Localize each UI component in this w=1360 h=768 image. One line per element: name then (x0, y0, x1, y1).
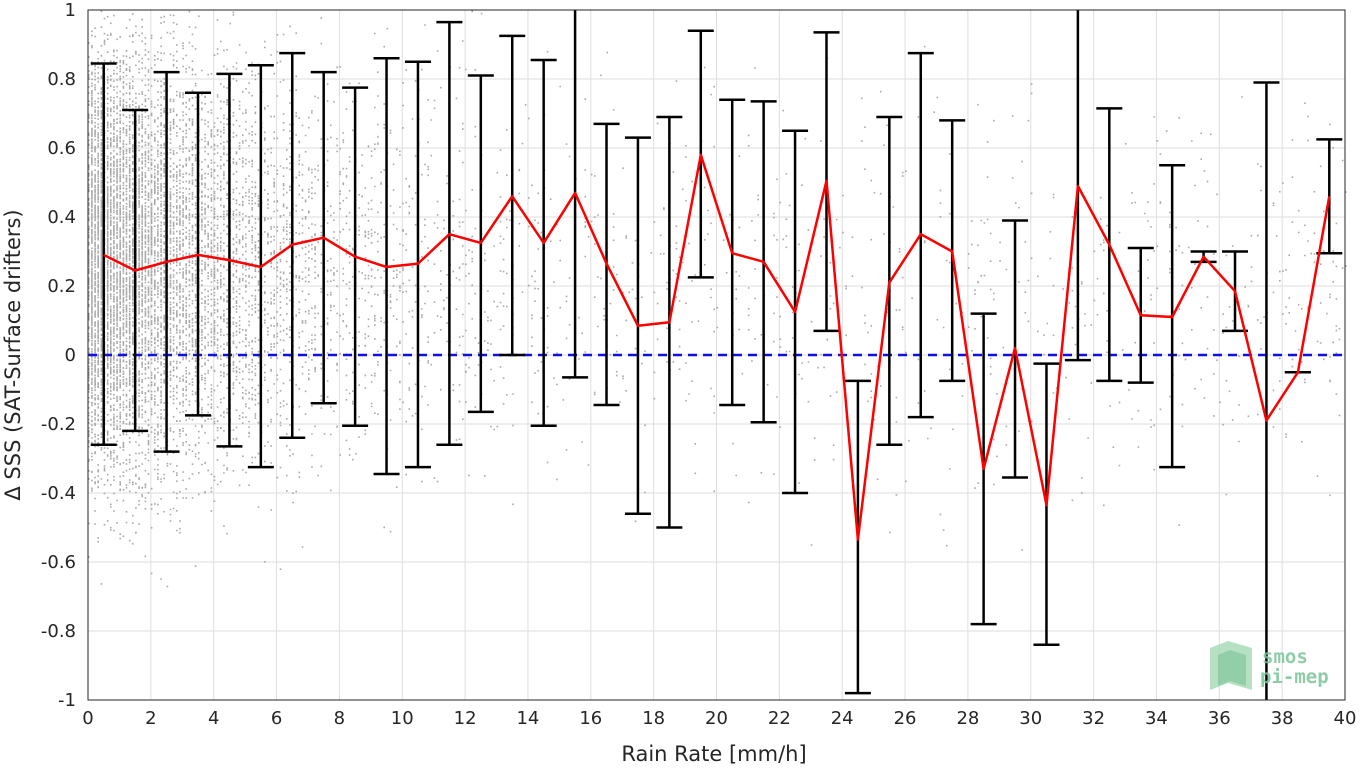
x-axis-label: Rain Rate [mm/h] (621, 742, 806, 766)
x-tick-label: 40 (1334, 708, 1357, 729)
plot-frame (87, 9, 1346, 701)
x-tick-label: 38 (1271, 708, 1294, 729)
y-tick-label: 0.6 (47, 138, 76, 159)
x-tick-label: 6 (271, 708, 282, 729)
x-tick-label: 34 (1145, 708, 1168, 729)
logo-line2: pi-mep (1260, 666, 1329, 688)
x-tick-label: 4 (208, 708, 219, 729)
x-tick-label: 32 (1082, 708, 1105, 729)
mean-line (103, 153, 1331, 541)
x-tick-label: 26 (894, 708, 917, 729)
x-tick-label: 16 (579, 708, 602, 729)
y-tick-labels: -1 -0.8 -0.6 -0.4 -0.2 0 0.2 0.4 0.6 0.8 1 (41, 0, 76, 711)
y-tick-label: 0.4 (47, 207, 76, 228)
y-tick-label: -0.8 (41, 621, 76, 642)
logo-inner-shape-icon (1218, 650, 1246, 686)
x-tick-label: 36 (1208, 708, 1231, 729)
error-bar (1253, 81, 1280, 700)
smos-pi-mep-logo: smos pi-mep (1210, 641, 1329, 690)
mean-line-path (103, 153, 1331, 541)
x-tick-label: 18 (642, 708, 665, 729)
y-tick-label: -1 (58, 690, 76, 711)
y-tick-label: 0.2 (47, 276, 76, 297)
x-tick-label: 28 (956, 708, 979, 729)
x-tick-label: 20 (705, 708, 728, 729)
y-tick-label: 0 (65, 345, 76, 366)
y-axis-label: Δ SSS (SAT-Surface drifters) (1, 209, 25, 500)
x-tick-label: 2 (145, 708, 156, 729)
y-tick-label: -0.6 (41, 552, 76, 573)
error-bar (90, 62, 117, 446)
x-tick-label: 0 (82, 708, 93, 729)
y-tick-label: -0.2 (41, 414, 76, 435)
x-tick-label: 24 (831, 708, 854, 729)
x-tick-label: 10 (391, 708, 414, 729)
y-tick-label: 0.8 (47, 69, 76, 90)
logo-line1: smos (1262, 646, 1308, 668)
y-tick-label: -0.4 (41, 483, 76, 504)
x-tick-labels: 0 2 4 6 8 10 12 14 16 18 20 22 24 26 28 30 32 34 36 38 40 (82, 708, 1356, 729)
y-tick-label: 1 (65, 0, 76, 21)
x-tick-label: 8 (334, 708, 345, 729)
x-tick-label: 14 (516, 708, 539, 729)
x-tick-label: 30 (1019, 708, 1042, 729)
x-tick-label: 12 (454, 708, 477, 729)
x-tick-label: 22 (768, 708, 791, 729)
